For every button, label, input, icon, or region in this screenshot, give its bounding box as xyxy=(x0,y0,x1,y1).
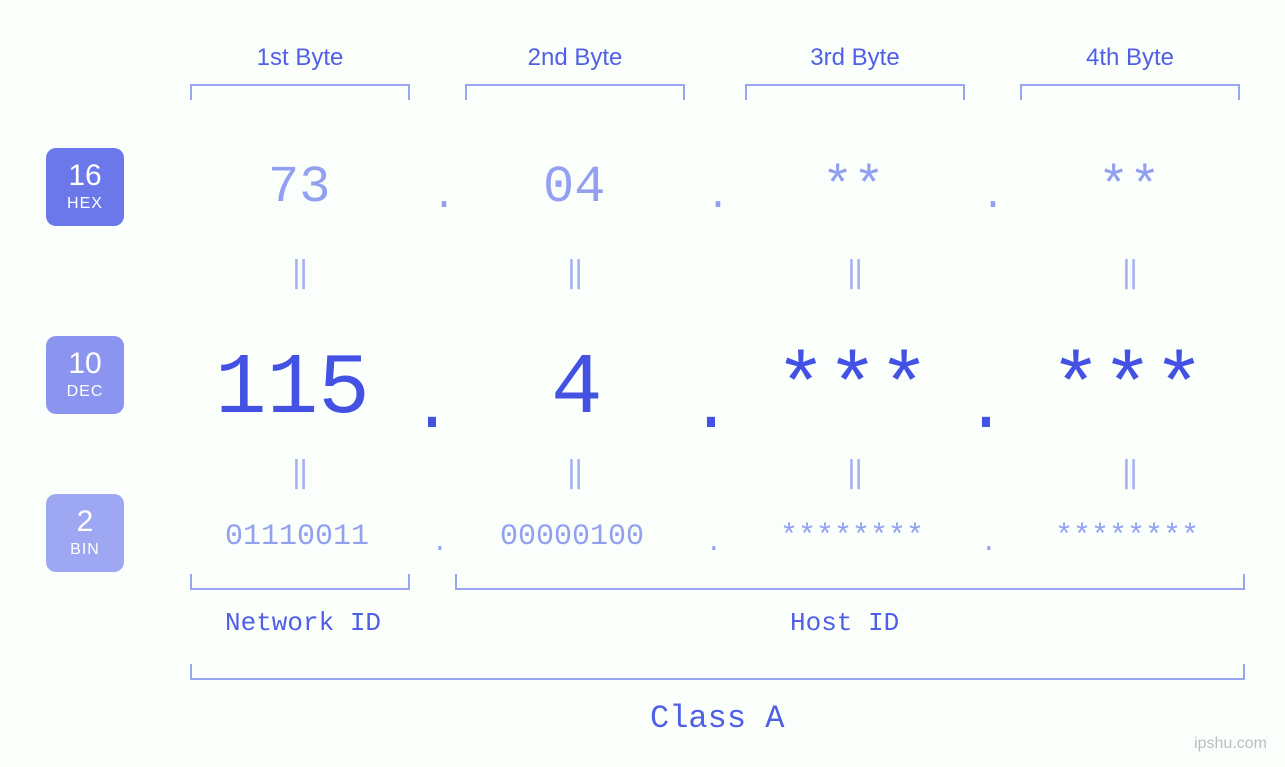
bin-byte-1: 01110011 xyxy=(225,520,369,554)
bracket-class xyxy=(190,664,1245,680)
watermark: ipshu.com xyxy=(1194,735,1267,753)
dec-dot-1: . xyxy=(411,370,453,449)
equals-hex-dec-4: ‖ xyxy=(1121,255,1139,292)
equals-dec-bin-2: ‖ xyxy=(566,455,584,492)
hex-byte-2: 04 xyxy=(543,158,605,217)
bracket-top-4 xyxy=(1020,84,1240,100)
ip-diagram: 1st Byte 2nd Byte 3rd Byte 4th Byte 16 H… xyxy=(0,0,1285,767)
bin-dot-1: . xyxy=(432,528,448,558)
byte-header-1: 1st Byte xyxy=(250,44,350,72)
equals-hex-dec-1: ‖ xyxy=(291,255,309,292)
hex-dot-3: . xyxy=(981,175,1005,220)
bin-byte-4: ******** xyxy=(1055,520,1199,554)
dec-dot-3: . xyxy=(965,370,1007,449)
hex-dot-1: . xyxy=(432,175,456,220)
bin-dot-2: . xyxy=(706,528,722,558)
hex-badge-label: HEX xyxy=(67,195,103,213)
byte-header-2: 2nd Byte xyxy=(525,44,625,72)
hex-byte-3: ** xyxy=(822,158,884,217)
dec-badge-num: 10 xyxy=(68,349,101,379)
dec-byte-2: 4 xyxy=(551,340,603,438)
bin-byte-2: 00000100 xyxy=(500,520,644,554)
equals-dec-bin-4: ‖ xyxy=(1121,455,1139,492)
bin-badge-label: BIN xyxy=(70,541,100,559)
bin-badge-num: 2 xyxy=(77,507,94,537)
dec-byte-3: *** xyxy=(775,340,930,438)
dec-badge-label: DEC xyxy=(67,383,104,401)
bin-badge: 2 BIN xyxy=(46,494,124,572)
network-id-label: Network ID xyxy=(225,608,381,638)
hex-byte-4: ** xyxy=(1098,158,1160,217)
dec-byte-1: 115 xyxy=(215,340,370,438)
equals-hex-dec-2: ‖ xyxy=(566,255,584,292)
equals-dec-bin-3: ‖ xyxy=(846,455,864,492)
bracket-top-2 xyxy=(465,84,685,100)
host-id-label: Host ID xyxy=(790,608,899,638)
hex-badge: 16 HEX xyxy=(46,148,124,226)
dec-byte-4: *** xyxy=(1050,340,1205,438)
hex-badge-num: 16 xyxy=(68,161,101,191)
dec-dot-2: . xyxy=(690,370,732,449)
bracket-top-1 xyxy=(190,84,410,100)
byte-header-4: 4th Byte xyxy=(1080,44,1180,72)
bracket-top-3 xyxy=(745,84,965,100)
equals-dec-bin-1: ‖ xyxy=(291,455,309,492)
bin-byte-3: ******** xyxy=(780,520,924,554)
hex-byte-1: 73 xyxy=(268,158,330,217)
equals-hex-dec-3: ‖ xyxy=(846,255,864,292)
dec-badge: 10 DEC xyxy=(46,336,124,414)
byte-header-3: 3rd Byte xyxy=(805,44,905,72)
bracket-host-id xyxy=(455,574,1245,590)
class-label: Class A xyxy=(650,700,784,737)
bracket-network-id xyxy=(190,574,410,590)
bin-dot-3: . xyxy=(981,528,997,558)
hex-dot-2: . xyxy=(706,175,730,220)
